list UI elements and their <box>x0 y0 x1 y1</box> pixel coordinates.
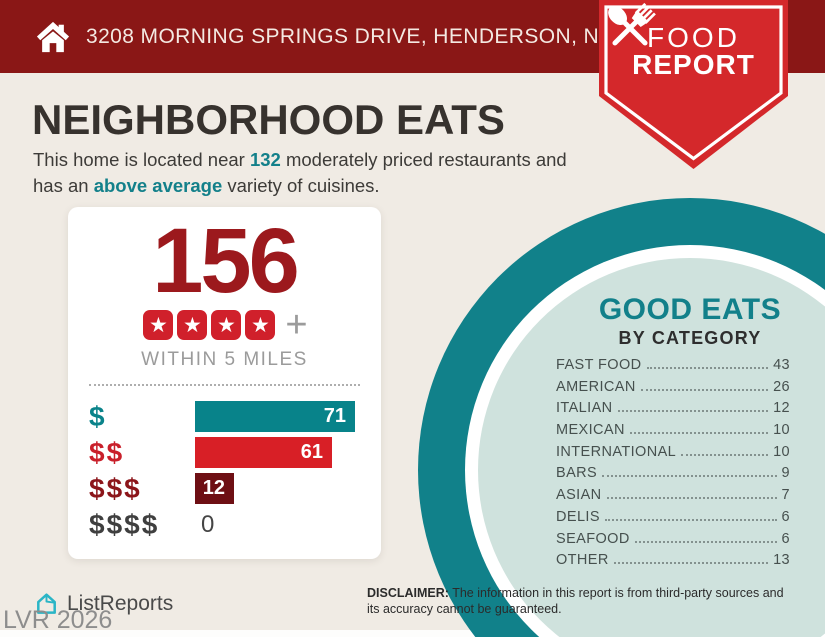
category-label: BARS <box>556 465 598 482</box>
category-value: 9 <box>781 465 790 482</box>
badge-title-line1: FOOD <box>647 22 740 53</box>
category-row: DELIS 6 <box>556 509 790 531</box>
price-bar-row: $$$ 12 <box>89 473 360 504</box>
bar-track: 12 <box>195 473 360 504</box>
price-tier-label: $$$ <box>89 472 142 504</box>
star-icon: ★ <box>245 310 276 340</box>
price-level-bar-chart: $71 $$ 61 $$$ 12 $$$$ 0 <box>89 401 360 540</box>
disclaimer-label: DISCLAIMER: <box>367 586 449 600</box>
good-eats-header: GOOD EATS BY CATEGORY <box>490 295 825 349</box>
subtitle-text: variety of cuisines. <box>222 175 380 196</box>
logo-house-icon <box>37 593 56 614</box>
summary-sentence: This home is located near 132 moderately… <box>33 147 603 199</box>
category-value: 6 <box>781 508 790 525</box>
category-label: FAST FOOD <box>556 357 642 373</box>
bar-zero-value: 0 <box>201 511 215 538</box>
dotted-leader <box>604 518 777 521</box>
price-tier-label: $$$$ <box>89 508 160 540</box>
listreports-logo: ListReports <box>33 590 173 617</box>
category-label: MEXICAN <box>556 422 625 439</box>
food-report-badge: FOOD REPORT <box>599 0 788 169</box>
subtitle-text: has an <box>33 175 94 196</box>
category-value: 6 <box>781 530 790 547</box>
total-restaurant-count: 156 <box>152 210 300 312</box>
disclaimer-text: DISCLAIMER: The information in this repo… <box>367 586 799 617</box>
category-row: BARS 9 <box>556 465 790 487</box>
restaurant-count: 132 <box>249 149 281 170</box>
category-label: ITALIAN <box>556 400 613 417</box>
bar-fill: 61 <box>195 437 332 468</box>
star-rating: ★ ★ ★ ★ + <box>68 304 381 346</box>
star-icon: ★ <box>177 310 208 340</box>
bottom-border-strip <box>0 630 825 637</box>
category-row: INTERNATIONAL 10 <box>556 444 790 466</box>
dotted-leader <box>681 453 769 456</box>
category-label: DELIS <box>556 508 600 525</box>
category-label: INTERNATIONAL <box>556 443 677 460</box>
dotted-leader <box>602 475 777 478</box>
price-tier-label: $ <box>89 400 107 432</box>
bar-track: 71 <box>195 401 360 432</box>
category-value: 43 <box>773 357 790 373</box>
badge-title-line2: REPORT <box>632 49 755 80</box>
category-label: ASIAN <box>556 487 602 504</box>
property-address: 3208 MORNING SPRINGS DRIVE, HENDERSON, N… <box>86 24 681 48</box>
bar-track: 0 <box>195 509 360 540</box>
category-row: MEXICAN 10 <box>556 422 790 444</box>
category-row: FAST FOOD 43 <box>556 357 790 379</box>
bar-fill: 71 <box>195 401 355 432</box>
dotted-leader <box>646 367 769 369</box>
star-icon: ★ <box>211 310 242 340</box>
category-value: 10 <box>773 422 790 439</box>
page-title: NEIGHBORHOOD EATS <box>32 96 505 143</box>
category-row: ITALIAN 12 <box>556 400 790 422</box>
subtitle-text: moderately priced restaurants and <box>280 149 567 170</box>
category-row: ASIAN 7 <box>556 487 790 509</box>
price-tier-label: $$ <box>89 436 125 468</box>
bar-track: 61 <box>195 437 360 468</box>
home-icon <box>36 21 70 52</box>
bar-fill: 12 <box>195 473 234 504</box>
plus-icon: + <box>285 304 308 346</box>
good-eats-subtitle: BY CATEGORY <box>618 328 762 348</box>
category-value: 26 <box>773 378 790 395</box>
disclaimer-body: The information in this report is from t… <box>367 586 784 616</box>
dotted-leader <box>617 410 769 413</box>
price-bar-row: $$$$ 0 <box>89 509 360 540</box>
dotted-leader <box>634 540 777 543</box>
watermark: LVR 2026 <box>3 606 113 634</box>
category-list: FAST FOOD 43 AMERICAN 26 ITALIAN 12 MEXICAN 10 I… <box>556 357 790 574</box>
category-row: SEAFOOD 6 <box>556 531 790 553</box>
category-value: 7 <box>781 487 790 504</box>
category-row: OTHER 13 <box>556 552 790 574</box>
dotted-leader <box>629 432 769 435</box>
category-label: OTHER <box>556 552 609 569</box>
radius-label: WITHIN 5 MILES <box>141 349 308 370</box>
dotted-leader <box>613 562 769 565</box>
good-eats-title: GOOD EATS <box>598 293 782 326</box>
variety-highlight: above average <box>93 175 223 196</box>
category-label: SEAFOOD <box>556 530 630 547</box>
category-value: 13 <box>773 552 790 569</box>
category-label: AMERICAN <box>556 378 636 395</box>
dotted-leader <box>606 497 777 500</box>
category-row: AMERICAN 26 <box>556 379 790 401</box>
category-value: 10 <box>773 443 790 460</box>
utensils-icon <box>608 2 656 46</box>
logo-text: ListReports <box>67 591 174 615</box>
dotted-divider <box>89 384 360 386</box>
star-icon: ★ <box>143 310 174 340</box>
dotted-leader <box>640 388 769 391</box>
category-value: 12 <box>773 400 790 417</box>
subtitle-text: This home is located near <box>33 149 250 170</box>
summary-card: 156 ★ ★ ★ ★ + WITHIN 5 MILES $71 $$ 61 $$$ 12 $$$… <box>68 207 381 559</box>
price-bar-row: $$ 61 <box>89 437 360 468</box>
price-bar-row: $71 <box>89 401 360 432</box>
